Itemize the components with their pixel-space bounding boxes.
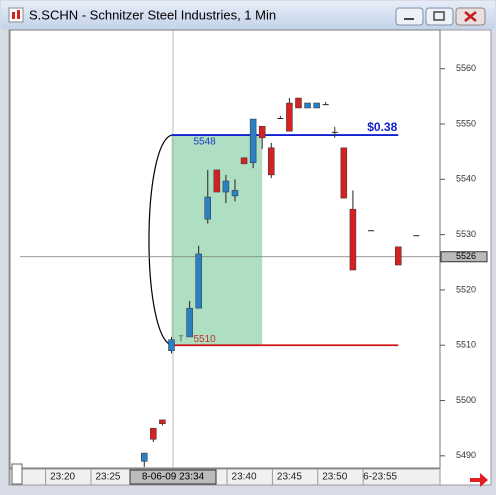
- scroll-box[interactable]: [11, 463, 23, 485]
- y-tick-label: 5540: [456, 174, 476, 184]
- candle-body: [150, 427, 157, 440]
- x-tick-label: 23:20: [50, 472, 75, 483]
- candle-body: [295, 97, 302, 109]
- window-title: S.SCHN - Schnitzer Steel Industries, 1 M…: [29, 7, 276, 22]
- crosshair-y-box: [440, 251, 488, 263]
- y-tick-label: 5510: [456, 340, 476, 350]
- candle-body: [249, 118, 257, 163]
- x-tick-label: 23:45: [277, 472, 302, 483]
- scroll-right-arrow[interactable]: [470, 473, 488, 487]
- candle-body: [268, 147, 275, 176]
- minimize-button[interactable]: [395, 7, 424, 26]
- y-tick-label: 5560: [456, 63, 476, 73]
- range-zone: [171, 135, 263, 346]
- range-top-label: 5548: [193, 137, 216, 148]
- crosshair-x-label: 8-06-09 23:34: [142, 472, 205, 483]
- x-axis-bar: [9, 468, 441, 486]
- x-tick-label: 23:40: [232, 472, 257, 483]
- candle-body: [213, 169, 221, 193]
- candle-body: [240, 157, 248, 165]
- candle-body: [395, 246, 402, 266]
- y-tick-label: 5500: [456, 395, 476, 405]
- candle-body: [258, 125, 266, 139]
- candle-body: [286, 102, 293, 132]
- x-tick-label: 6-23:55: [363, 472, 397, 483]
- x-tick-label: 23:25: [95, 472, 120, 483]
- candle-body: [141, 452, 148, 462]
- candle-body: [204, 196, 212, 220]
- y-tick-label: 5530: [456, 229, 476, 239]
- candle-body: [304, 102, 311, 109]
- app-icon: [8, 7, 24, 23]
- candle-body: [168, 339, 175, 352]
- y-tick-label: 5550: [456, 118, 476, 128]
- range-bottom-label: 5510: [193, 334, 216, 345]
- candle-body: [349, 208, 357, 271]
- candle-body: [222, 180, 230, 193]
- x-tick-label: 23:50: [322, 472, 347, 483]
- close-button[interactable]: [455, 7, 486, 26]
- range-bracket: [148, 134, 172, 346]
- y-tick-label: 5520: [456, 284, 476, 294]
- range-bottom-prefix: T: [178, 334, 183, 343]
- maximize-button[interactable]: [425, 7, 454, 26]
- candle-body: [186, 307, 193, 338]
- range-change-label: $0.38: [367, 120, 397, 134]
- crosshair-x-box: [129, 469, 217, 485]
- candle-body: [313, 102, 320, 109]
- candle-body: [159, 419, 166, 425]
- y-tick-label: 5490: [456, 450, 476, 460]
- candle-body: [231, 190, 239, 197]
- candle-body: [340, 147, 348, 199]
- crosshair-y-label: 5526: [456, 251, 476, 261]
- candle-body: [195, 253, 202, 309]
